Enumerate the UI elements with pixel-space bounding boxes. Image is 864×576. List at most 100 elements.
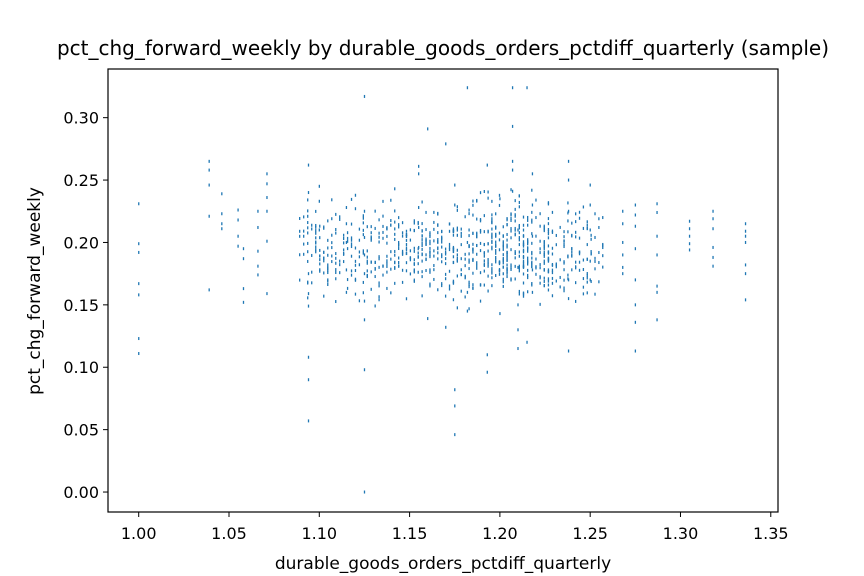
- data-point: [346, 239, 349, 243]
- data-point: [590, 250, 592, 254]
- data-point: [323, 259, 325, 263]
- data-point: [421, 234, 423, 238]
- data-point: [539, 266, 541, 270]
- data-point: [394, 249, 396, 253]
- data-point: [476, 243, 478, 247]
- data-point: [551, 230, 554, 234]
- data-point: [307, 191, 310, 195]
- chart-title: pct_chg_forward_weekly by durable_goods_…: [57, 36, 829, 60]
- data-point: [712, 217, 714, 221]
- data-point: [299, 229, 301, 233]
- data-point: [323, 250, 325, 254]
- data-point: [514, 256, 516, 260]
- data-point: [386, 254, 388, 258]
- data-point: [335, 261, 337, 265]
- data-point: [456, 228, 458, 232]
- data-point: [567, 211, 569, 215]
- data-point: [331, 233, 333, 237]
- data-point: [307, 250, 309, 254]
- data-point: [405, 233, 408, 237]
- data-point: [323, 294, 325, 298]
- data-point: [374, 226, 376, 230]
- data-point: [486, 353, 488, 357]
- data-point: [405, 261, 408, 265]
- data-point: [526, 86, 528, 90]
- data-point: [405, 269, 408, 273]
- data-point: [510, 267, 512, 271]
- data-point: [744, 234, 747, 238]
- data-point: [323, 271, 325, 275]
- data-point: [350, 222, 353, 226]
- data-point: [514, 277, 516, 281]
- data-point: [744, 263, 747, 267]
- data-point: [483, 242, 485, 246]
- data-point: [242, 257, 245, 261]
- data-point: [257, 249, 259, 253]
- data-point: [318, 184, 320, 188]
- data-point: [551, 271, 554, 275]
- data-point: [656, 234, 658, 238]
- data-point: [456, 274, 458, 278]
- data-point: [331, 198, 333, 202]
- data-point: [429, 253, 431, 257]
- data-point: [491, 267, 493, 271]
- data-point: [342, 260, 345, 264]
- data-point: [498, 262, 501, 266]
- data-point: [452, 227, 455, 231]
- data-point: [394, 232, 396, 236]
- data-point: [366, 261, 368, 265]
- data-point: [531, 203, 534, 207]
- data-point: [362, 233, 364, 237]
- data-point: [378, 281, 380, 285]
- data-point: [547, 222, 550, 226]
- y-tick-label: 0.30: [63, 109, 99, 128]
- data-point: [510, 229, 512, 233]
- data-point: [421, 238, 423, 242]
- data-point: [517, 328, 519, 332]
- data-point: [433, 249, 435, 253]
- data-point: [522, 242, 525, 246]
- data-point: [744, 240, 747, 244]
- data-point: [712, 245, 714, 249]
- data-point: [476, 235, 478, 239]
- data-point: [382, 199, 384, 203]
- data-point: [452, 233, 455, 237]
- data-point: [354, 263, 357, 267]
- data-point: [688, 248, 691, 252]
- data-point: [656, 202, 658, 206]
- data-point: [622, 272, 624, 276]
- data-point: [468, 245, 470, 249]
- data-point: [527, 259, 529, 263]
- data-point: [319, 248, 321, 252]
- data-point: [354, 207, 357, 211]
- data-point: [527, 249, 529, 253]
- data-point: [495, 212, 497, 216]
- data-point: [456, 205, 458, 209]
- data-point: [237, 218, 239, 222]
- data-point: [468, 228, 470, 232]
- data-point: [571, 254, 573, 258]
- data-point: [539, 212, 541, 216]
- data-point: [366, 275, 368, 279]
- data-point: [656, 318, 658, 322]
- data-point: [511, 189, 514, 193]
- data-point: [518, 289, 520, 293]
- data-point: [221, 212, 223, 216]
- data-point: [405, 248, 408, 252]
- data-point: [319, 236, 321, 240]
- data-point: [547, 244, 550, 248]
- data-point: [221, 192, 223, 196]
- data-point: [575, 299, 577, 303]
- data-point: [433, 220, 435, 224]
- data-point: [517, 265, 519, 269]
- data-point: [299, 234, 301, 238]
- data-point: [418, 225, 420, 229]
- data-point: [578, 268, 581, 272]
- data-point: [656, 211, 658, 215]
- data-point: [586, 274, 588, 278]
- data-point: [345, 240, 348, 244]
- data-point: [386, 270, 388, 274]
- data-point: [452, 250, 455, 254]
- data-point: [370, 287, 372, 291]
- data-point: [433, 277, 435, 281]
